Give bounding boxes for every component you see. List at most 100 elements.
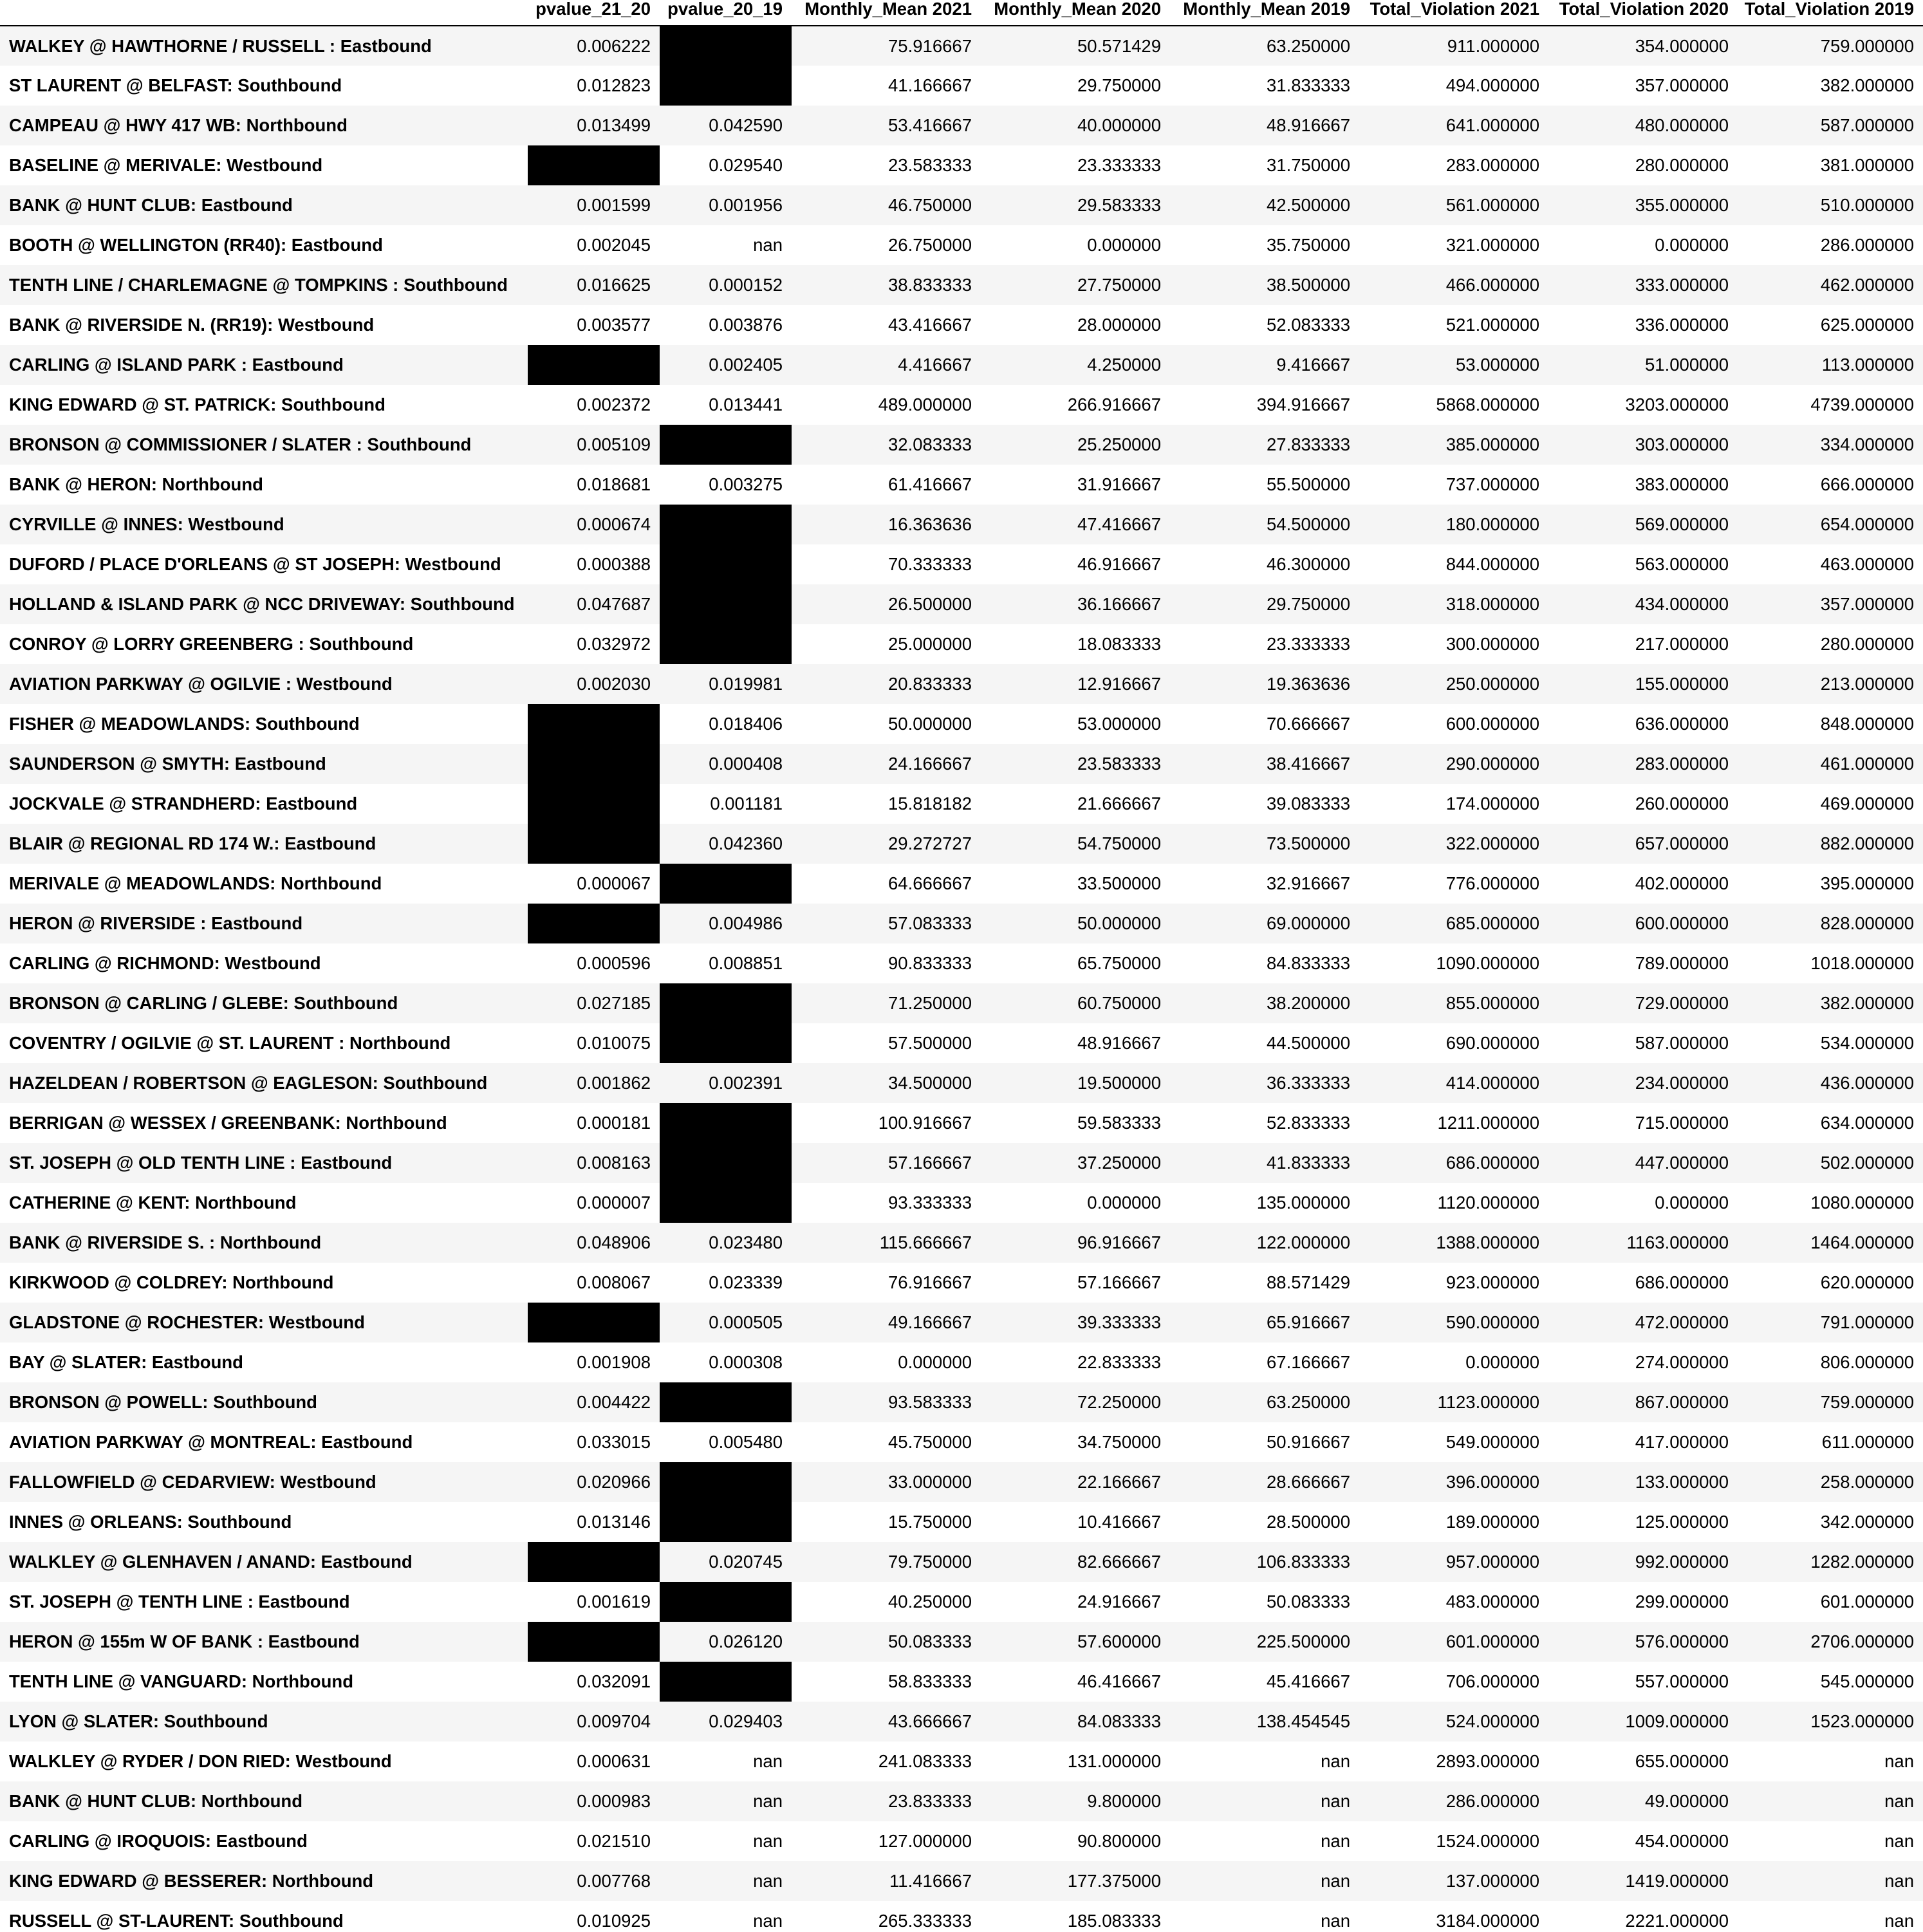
- table-row: AVIATION PARKWAY @ MONTREAL: Eastbound 0.…: [0, 1422, 1923, 1462]
- table-cell: 1419.000000: [1625, 1871, 1729, 1891]
- table-row: HERON @ 155m W OF BANK : Eastbound 0.0261…: [0, 1622, 1923, 1662]
- masked-cell: [528, 744, 660, 784]
- table-cell: 0.010925: [577, 1911, 651, 1931]
- table-row: HERON @ RIVERSIDE : Eastbound 0.004986 57.…: [0, 904, 1923, 943]
- table-cell: 53.000000: [1077, 714, 1161, 734]
- table-cell: 137.000000: [1445, 1871, 1539, 1891]
- table-cell: 318.000000: [1445, 594, 1539, 614]
- table-cell: 155.000000: [1635, 674, 1729, 694]
- table-cell: 15.818182: [888, 794, 972, 813]
- masked-cell: [660, 983, 792, 1023]
- table-cell: 57.083333: [888, 913, 972, 933]
- masked-cell: [660, 1183, 792, 1223]
- table-cell: 0.018681: [577, 474, 651, 494]
- table-cell: 0.012823: [577, 75, 651, 95]
- table-cell: 23.333333: [1267, 634, 1350, 654]
- table-cell: 65.916667: [1267, 1312, 1350, 1332]
- masked-cell: [660, 1103, 792, 1143]
- table-cell: 336.000000: [1635, 315, 1729, 335]
- table-header: pvalue_21_20 pvalue_20_19 Monthly_Mean 2…: [0, 0, 1923, 26]
- row-label: BANK @ HUNT CLUB: Eastbound: [9, 195, 293, 215]
- table-cell: 16.363636: [888, 514, 972, 534]
- table-cell: 53.000000: [1456, 355, 1539, 375]
- table-cell: 0.001862: [577, 1073, 651, 1093]
- row-label: LYON @ SLATER: Southbound: [9, 1711, 268, 1731]
- table-cell: 0.001956: [709, 195, 783, 215]
- table-cell: 0.000505: [709, 1312, 783, 1332]
- table-cell: 63.250000: [1267, 35, 1350, 56]
- table-cell: 217.000000: [1635, 634, 1729, 654]
- column-header-pvalue-20-19: pvalue_20_19: [660, 0, 792, 26]
- table-cell: 1464.000000: [1810, 1232, 1914, 1252]
- table-cell: 0.013499: [577, 115, 651, 135]
- table-cell: 436.000000: [1820, 1073, 1914, 1093]
- table-cell: 0.013146: [577, 1512, 651, 1532]
- table-cell: 0.003876: [709, 315, 783, 335]
- table-cell: 38.500000: [1267, 275, 1350, 295]
- table-row: BRONSON @ CARLING / GLEBE: Southbound 0.0…: [0, 983, 1923, 1023]
- table-cell: 32.083333: [888, 434, 972, 454]
- table-cell: 131.000000: [1067, 1751, 1161, 1771]
- table-row: ST LAURENT @ BELFAST: Southbound 0.012823…: [0, 66, 1923, 106]
- masked-cell: [660, 1462, 792, 1502]
- table-cell: 50.916667: [1267, 1432, 1350, 1452]
- table-cell: 0.000308: [709, 1352, 783, 1372]
- table-cell: 300.000000: [1445, 634, 1539, 654]
- table-cell: 45.416667: [1267, 1671, 1350, 1691]
- table-cell: 957.000000: [1445, 1552, 1539, 1572]
- table-cell: 600.000000: [1445, 714, 1539, 734]
- masked-cell: [528, 824, 660, 864]
- table-cell: 0.001599: [577, 195, 651, 215]
- table-cell: 0.023339: [709, 1272, 783, 1292]
- table-cell: 49.000000: [1645, 1791, 1729, 1811]
- table-cell: 0.000408: [709, 754, 783, 774]
- table-cell: 0.033015: [577, 1432, 651, 1452]
- table-cell: 76.916667: [888, 1272, 972, 1292]
- table-cell: 1009.000000: [1625, 1711, 1729, 1731]
- table-cell: 0.000596: [577, 953, 651, 973]
- table-cell: 434.000000: [1635, 594, 1729, 614]
- row-label: BRONSON @ CARLING / GLEBE: Southbound: [9, 993, 398, 1013]
- row-label: WALKLEY @ GLENHAVEN / ANAND: Eastbound: [9, 1552, 413, 1572]
- table-cell: 5868.000000: [1436, 395, 1539, 414]
- table-cell: 395.000000: [1820, 873, 1914, 893]
- table-cell: 463.000000: [1820, 554, 1914, 574]
- table-cell: 290.000000: [1445, 754, 1539, 774]
- row-label: FALLOWFIELD @ CEDARVIEW: Westbound: [9, 1472, 376, 1492]
- table-cell: 587.000000: [1635, 1033, 1729, 1053]
- table-cell: 620.000000: [1820, 1272, 1914, 1292]
- table-cell: 10.416667: [1077, 1512, 1161, 1532]
- table-cell: 299.000000: [1635, 1592, 1729, 1612]
- row-label: GLADSTONE @ ROCHESTER: Westbound: [9, 1312, 365, 1332]
- table-cell: 234.000000: [1635, 1073, 1729, 1093]
- row-label: KING EDWARD @ BESSERER: Northbound: [9, 1871, 374, 1891]
- table-cell: nan: [1884, 1831, 1914, 1851]
- table-cell: 46.416667: [1077, 1671, 1161, 1691]
- table-cell: 600.000000: [1635, 913, 1729, 933]
- table-cell: 11.416667: [889, 1871, 972, 1891]
- table-cell: 729.000000: [1635, 993, 1729, 1013]
- table-cell: 357.000000: [1820, 594, 1914, 614]
- table-cell: 737.000000: [1445, 474, 1539, 494]
- table-row: BANK @ RIVERSIDE S. : Northbound 0.048906…: [0, 1223, 1923, 1263]
- table-cell: 22.833333: [1077, 1352, 1161, 1372]
- table-cell: 534.000000: [1820, 1033, 1914, 1053]
- table-row: RUSSELL @ ST-LAURENT: Southbound 0.010925…: [0, 1901, 1923, 1932]
- table-cell: 20.833333: [888, 674, 972, 694]
- table-cell: 557.000000: [1635, 1671, 1729, 1691]
- table-cell: 18.083333: [1077, 634, 1161, 654]
- table-cell: 25.250000: [1077, 434, 1161, 454]
- table-cell: 54.750000: [1077, 833, 1161, 853]
- table-cell: 31.833333: [1267, 75, 1350, 95]
- table-cell: 34.750000: [1077, 1432, 1161, 1452]
- masked-cell: [660, 1582, 792, 1622]
- table-cell: 0.020966: [577, 1472, 651, 1492]
- table-cell: 283.000000: [1635, 754, 1729, 774]
- table-body: WALKEY @ HAWTHORNE / RUSSELL : Eastbound…: [0, 26, 1923, 1932]
- table-cell: 47.416667: [1077, 514, 1161, 534]
- table-cell: 483.000000: [1445, 1592, 1539, 1612]
- row-label: BANK @ HERON: Northbound: [9, 474, 263, 494]
- table-cell: 180.000000: [1445, 514, 1539, 534]
- table-cell: 88.571429: [1267, 1272, 1350, 1292]
